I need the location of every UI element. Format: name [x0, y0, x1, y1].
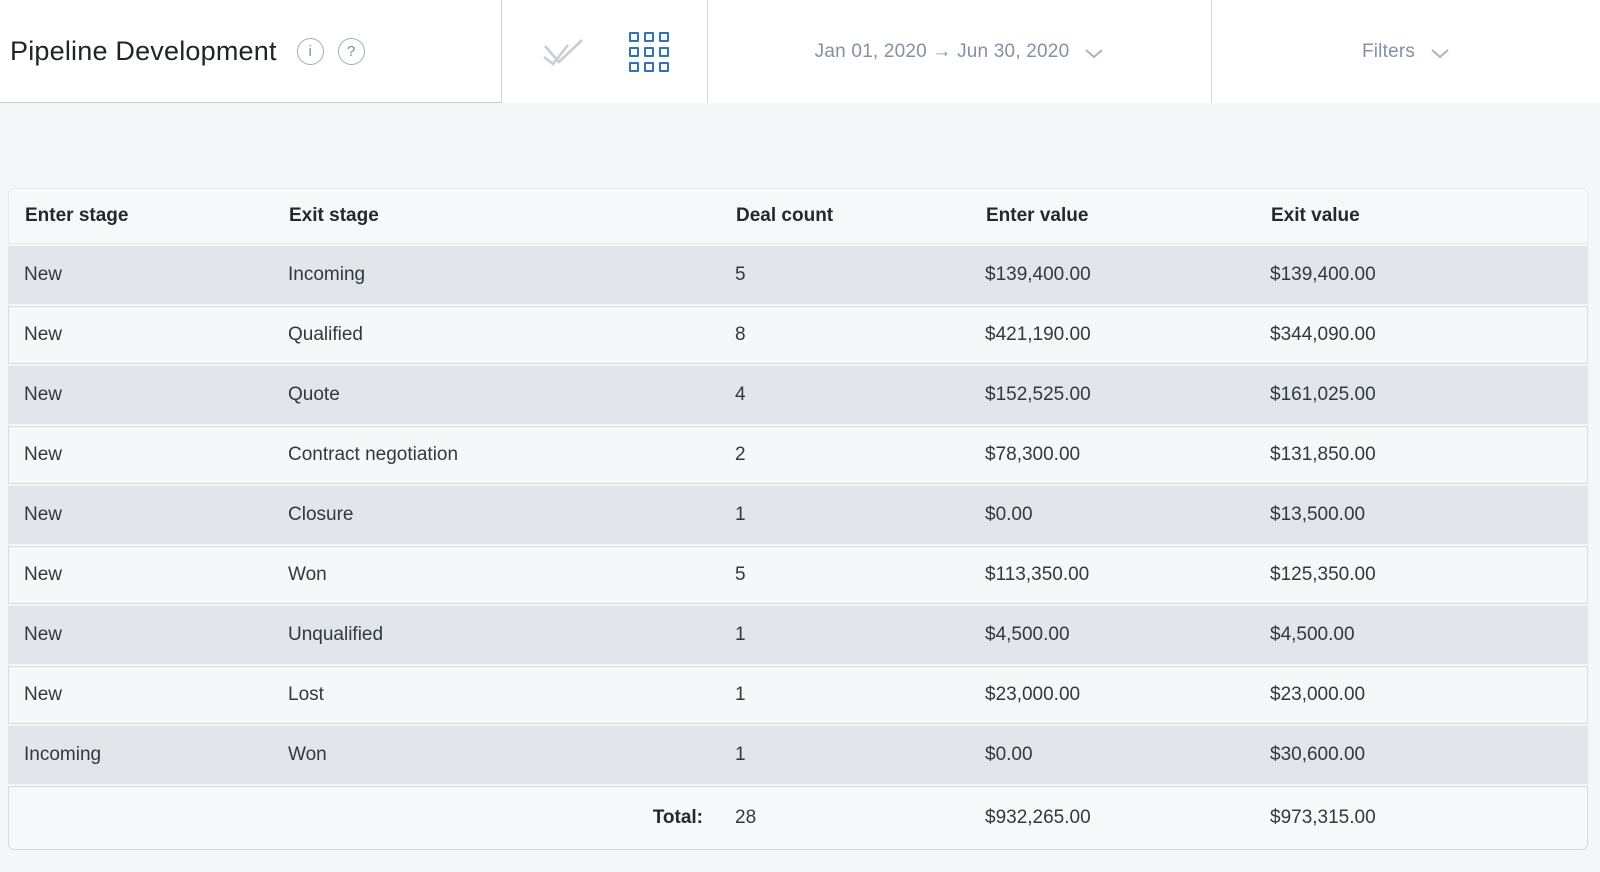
cell-deal-count: 8: [735, 324, 746, 345]
cell-deal-count: 1: [735, 504, 746, 525]
cell-exit-value: $139,400.00: [1270, 264, 1376, 285]
table-row[interactable]: New Contract negotiation 2 $78,300.00 $1…: [8, 426, 1588, 484]
cell-exit-value: $161,025.00: [1270, 384, 1376, 405]
chevron-down-icon: [1085, 49, 1104, 59]
cell-deal-count: 1: [735, 684, 746, 705]
column-header-enter-value: Enter value: [986, 205, 1089, 226]
table-row[interactable]: New Lost 1 $23,000.00 $23,000.00: [8, 666, 1588, 724]
table-view-button[interactable]: [625, 28, 673, 76]
cell-deal-count: 1: [735, 744, 746, 765]
table-header-row: Enter stage Exit stage Deal count Enter …: [8, 188, 1588, 244]
cell-enter-stage: New: [24, 504, 63, 525]
column-header-exit-stage: Exit stage: [289, 205, 379, 226]
table-body: New Incoming 5 $139,400.00 $139,400.00 N…: [8, 246, 1588, 784]
table-view-icon: [628, 31, 669, 72]
cell-enter-value: $113,350.00: [985, 564, 1090, 585]
cell-deal-count: 5: [735, 264, 746, 285]
table-row[interactable]: New Closure 1 $0.00 $13,500.00: [8, 486, 1588, 544]
cell-enter-stage: New: [24, 264, 63, 285]
cell-exit-value: $125,350.00: [1270, 564, 1376, 585]
cell-exit-stage: Qualified: [288, 324, 363, 345]
cell-deal-count: 5: [735, 564, 746, 585]
cell-exit-stage: Unqualified: [288, 624, 384, 645]
table-total-row: Total: 28 $932,265.00 $973,315.00: [8, 786, 1588, 850]
cell-exit-stage: Quote: [288, 384, 340, 405]
cell-enter-stage: New: [24, 564, 63, 585]
filters-dropdown[interactable]: Filters: [1212, 0, 1600, 103]
cell-enter-value: $78,300.00: [985, 444, 1081, 465]
cell-exit-stage: Contract negotiation: [288, 444, 459, 465]
chevron-down-icon: [1431, 49, 1449, 59]
cell-exit-value: $131,850.00: [1270, 444, 1376, 465]
column-header-enter-stage: Enter stage: [25, 205, 129, 226]
table-row[interactable]: New Quote 4 $152,525.00 $161,025.00: [8, 366, 1588, 424]
info-icon[interactable]: i: [296, 37, 324, 65]
view-toggle: [502, 0, 708, 103]
cell-enter-stage: New: [24, 624, 63, 645]
date-range-label: Jan 01, 2020 → Jun 30, 2020: [814, 40, 1070, 62]
cell-enter-stage: New: [24, 384, 63, 405]
cell-enter-value: $421,190.00: [985, 324, 1091, 345]
column-header-deal-count: Deal count: [736, 205, 834, 226]
cell-exit-stage: Won: [288, 564, 327, 585]
cell-deal-count: 4: [735, 384, 746, 405]
cell-exit-value: $4,500.00: [1270, 624, 1355, 645]
cell-deal-count: 2: [735, 444, 746, 465]
cell-enter-stage: New: [24, 324, 63, 345]
date-range-selector[interactable]: Jan 01, 2020 → Jun 30, 2020: [708, 0, 1212, 103]
help-icon[interactable]: ?: [337, 37, 365, 65]
filters-label: Filters: [1361, 40, 1416, 62]
cell-enter-value: $139,400.00: [985, 264, 1091, 285]
chart-view-icon: [542, 38, 583, 66]
table-row[interactable]: New Qualified 8 $421,190.00 $344,090.00: [8, 306, 1588, 364]
cell-exit-stage: Incoming: [288, 264, 366, 285]
cell-enter-value: $4,500.00: [985, 624, 1070, 645]
topbar: Pipeline Development i ? Jan 01, 2020 → …: [0, 0, 1600, 103]
column-header-exit-value: Exit value: [1271, 205, 1360, 226]
table-row[interactable]: Incoming Won 1 $0.00 $30,600.00: [8, 726, 1588, 784]
total-enter-value: $932,265.00: [985, 807, 1091, 828]
pipeline-development-table: Enter stage Exit stage Deal count Enter …: [8, 188, 1588, 850]
cell-enter-value: $23,000.00: [985, 684, 1081, 705]
cell-enter-value: $0.00: [985, 744, 1033, 765]
cell-exit-stage: Lost: [288, 684, 324, 705]
cell-enter-stage: Incoming: [24, 744, 102, 765]
cell-exit-value: $344,090.00: [1270, 324, 1376, 345]
table-row[interactable]: New Incoming 5 $139,400.00 $139,400.00: [8, 246, 1588, 304]
total-label: Total:: [652, 807, 703, 828]
cell-exit-value: $23,000.00: [1270, 684, 1366, 705]
page-title: Pipeline Development: [10, 35, 277, 66]
cell-enter-stage: New: [24, 444, 63, 465]
cell-exit-value: $30,600.00: [1270, 744, 1366, 765]
cell-enter-value: $152,525.00: [985, 384, 1091, 405]
cell-exit-value: $13,500.00: [1270, 504, 1366, 525]
cell-exit-stage: Closure: [288, 504, 354, 525]
cell-deal-count: 1: [735, 624, 746, 645]
report-title-section: Pipeline Development i ?: [0, 0, 502, 103]
total-deal-count: 28: [735, 807, 757, 828]
chart-view-button[interactable]: [537, 32, 589, 72]
cell-enter-stage: New: [24, 684, 63, 705]
table-row[interactable]: New Unqualified 1 $4,500.00 $4,500.00: [8, 606, 1588, 664]
cell-exit-stage: Won: [288, 744, 327, 765]
table-row[interactable]: New Won 5 $113,350.00 $125,350.00: [8, 546, 1588, 604]
cell-enter-value: $0.00: [985, 504, 1033, 525]
total-exit-value: $973,315.00: [1270, 807, 1376, 828]
